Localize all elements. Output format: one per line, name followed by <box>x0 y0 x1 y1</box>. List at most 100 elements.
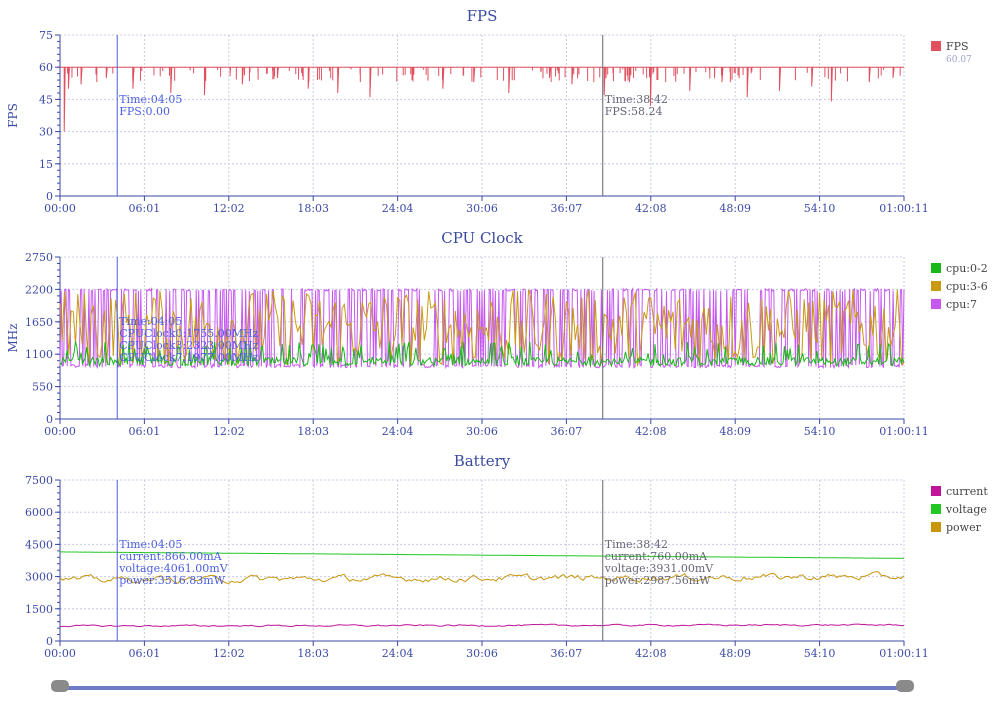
series-power-line <box>59 571 905 584</box>
legend-label: cpu:0-2 <box>946 262 988 275</box>
cursor-a-time: Time:04:05 <box>119 315 182 328</box>
x-tick-label: 36:07 <box>551 425 583 438</box>
x-tick-label: 54:10 <box>804 202 836 215</box>
legend-swatch[interactable] <box>931 504 941 514</box>
x-tick-label: 30:06 <box>466 425 498 438</box>
legend-swatch[interactable] <box>931 522 941 532</box>
cursor-b-time: Time:38:42 <box>605 538 668 551</box>
legend-summary: 60.07 <box>946 55 972 65</box>
y-tick-label: 15 <box>39 158 53 171</box>
x-tick-label: 54:10 <box>804 647 836 660</box>
x-tick-label: 48:09 <box>719 425 751 438</box>
legend-swatch[interactable] <box>931 486 941 496</box>
chart-cpu-clock: CPU Clock 0 550 1100 1650 2200 2750 00:00 06:01 1… <box>6 229 988 438</box>
legend-label: voltage <box>945 503 987 516</box>
x-tick-label: 48:09 <box>719 202 751 215</box>
y-tick-label: 3000 <box>25 571 53 584</box>
x-tick-label: 06:01 <box>129 202 161 215</box>
y-tick-label: 2200 <box>25 283 53 296</box>
chart-battery: Battery 0 1500 3000 4500 6000 7500 00:00 06:01 12… <box>25 452 988 660</box>
legend-label: power <box>946 521 982 534</box>
legend-swatch[interactable] <box>931 41 941 51</box>
y-tick-label: 75 <box>39 29 53 42</box>
series-cpu-3-6-line <box>59 289 905 367</box>
cursor-a-value: CPUClock3:2323.00MHz <box>119 339 258 352</box>
series-fps-line <box>60 66 904 132</box>
x-tick-label: 01:00:11 <box>879 202 928 215</box>
y-tick-label: 4500 <box>25 538 53 551</box>
cursor-b-value: voltage:3931.00mV <box>604 562 715 575</box>
x-tick-label: 12:02 <box>213 202 245 215</box>
y-axis-label: FPS <box>6 103 20 128</box>
x-tick-label: 06:01 <box>129 647 161 660</box>
legend-label: FPS <box>946 40 969 53</box>
legend-swatch[interactable] <box>931 299 941 309</box>
x-tick-label: 00:00 <box>44 647 76 660</box>
cursor-a-time: Time:04:05 <box>119 538 182 551</box>
y-axis-label: MHz <box>6 323 20 352</box>
x-tick-label: 24:04 <box>382 425 414 438</box>
legend-label: cpu:3-6 <box>946 280 988 293</box>
cursor-b-value: current:760.00mA <box>605 550 708 563</box>
cursor-a-value: FPS:0.00 <box>119 105 170 118</box>
x-tick-label: 30:06 <box>466 202 498 215</box>
chart-fps: FPS 0 15 30 45 60 75 00:00 06:01 12:02 18:03 24:04 3… <box>6 7 972 215</box>
cursor-b-value: FPS:58.24 <box>605 105 663 118</box>
x-tick-label: 30:06 <box>466 647 498 660</box>
x-tick-label: 01:00:11 <box>879 425 928 438</box>
x-tick-label: 54:10 <box>804 425 836 438</box>
cursor-b-value: power:2987.56mW <box>605 574 711 587</box>
series-current-line <box>59 623 904 628</box>
x-tick-label: 00:00 <box>44 202 76 215</box>
x-tick-label: 36:07 <box>551 647 583 660</box>
x-tick-label: 48:09 <box>719 647 751 660</box>
y-tick-label: 1500 <box>25 603 53 616</box>
chart-title: CPU Clock <box>441 229 523 247</box>
series-cpu-7-line <box>59 287 905 370</box>
x-tick-label: 36:07 <box>551 202 583 215</box>
y-tick-label: 45 <box>39 93 53 106</box>
time-range-start-handle[interactable] <box>51 680 69 692</box>
cursor-a-value: voltage:4061.00mV <box>118 562 229 575</box>
y-tick-label: 7500 <box>25 474 53 487</box>
cursor-b-time: Time:38:42 <box>605 93 668 106</box>
x-tick-label: 00:00 <box>44 425 76 438</box>
legend-label: cpu:7 <box>946 298 977 311</box>
legend-swatch[interactable] <box>931 281 941 291</box>
x-tick-label: 12:02 <box>213 425 245 438</box>
x-tick-label: 24:04 <box>382 202 414 215</box>
cursor-a-value: power:3516.83mW <box>119 574 225 587</box>
x-tick-label: 42:08 <box>635 202 667 215</box>
series-voltage-line <box>60 551 905 559</box>
cursor-a-value: CPUClock0:1755.00MHz <box>119 327 258 340</box>
legend-swatch[interactable] <box>931 263 941 273</box>
legend-label: current <box>946 485 988 498</box>
y-tick-label: 1650 <box>25 316 53 329</box>
x-tick-label: 06:01 <box>129 425 161 438</box>
y-tick-label: 0 <box>46 635 53 648</box>
y-tick-label: 30 <box>39 126 53 139</box>
cursor-a-value: CPUClock7:1977.00MHz <box>119 351 258 364</box>
x-tick-label: 18:03 <box>297 202 329 215</box>
chart-title: Battery <box>454 452 511 470</box>
y-tick-label: 550 <box>32 381 53 394</box>
cursor-a-time: Time:04:05 <box>119 93 182 106</box>
y-tick-label: 0 <box>46 190 53 203</box>
x-tick-label: 24:04 <box>382 647 414 660</box>
y-tick-label: 60 <box>39 61 53 74</box>
x-tick-label: 42:08 <box>635 425 667 438</box>
x-tick-label: 01:00:11 <box>879 647 928 660</box>
x-tick-label: 12:02 <box>213 647 245 660</box>
time-range-end-handle[interactable] <box>896 680 914 692</box>
cursor-a-value: current:866.00mA <box>119 550 222 563</box>
y-tick-label: 6000 <box>25 506 53 519</box>
chart-title: FPS <box>467 7 498 25</box>
y-tick-label: 1100 <box>25 348 53 361</box>
time-range-slider-track[interactable] <box>60 686 906 690</box>
y-tick-label: 2750 <box>25 251 53 264</box>
x-tick-label: 18:03 <box>297 647 329 660</box>
series-cpu-0-2-line <box>59 341 905 368</box>
x-tick-label: 18:03 <box>297 425 329 438</box>
y-tick-label: 0 <box>46 413 53 426</box>
